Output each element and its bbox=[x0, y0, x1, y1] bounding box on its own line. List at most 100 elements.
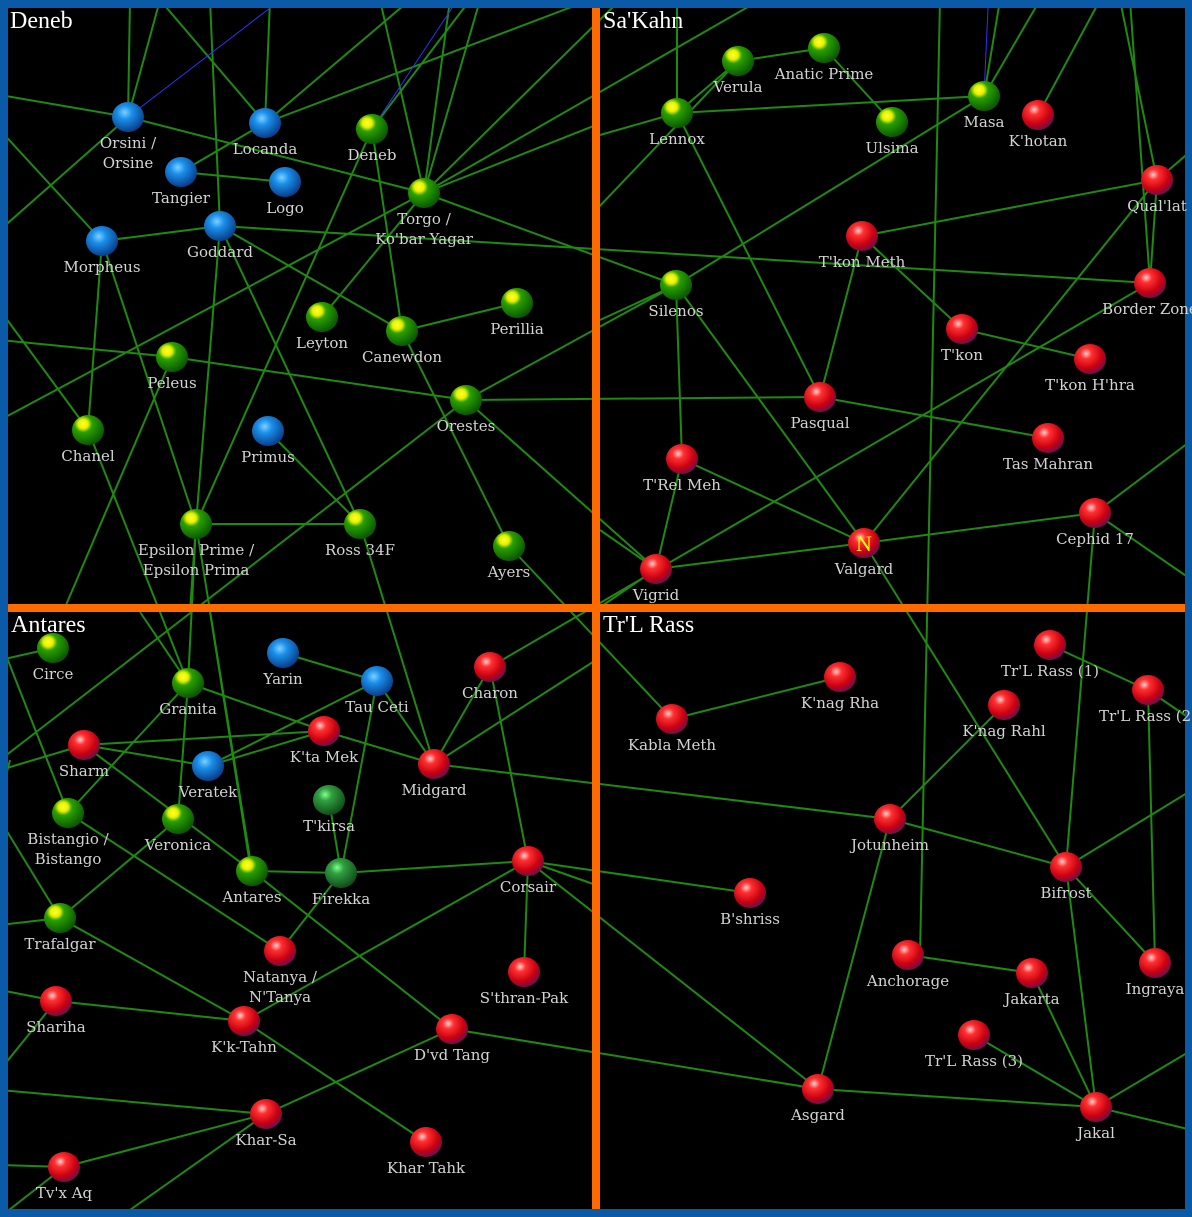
green-sphere-yellow-core-icon[interactable] bbox=[493, 531, 525, 561]
red-sphere-icon[interactable] bbox=[48, 1152, 80, 1182]
green-sphere-yellow-core-icon[interactable] bbox=[172, 668, 204, 698]
red-sphere-icon[interactable] bbox=[410, 1127, 442, 1157]
star-system[interactable]: Canewdon bbox=[362, 316, 442, 366]
red-sphere-icon[interactable] bbox=[656, 704, 688, 734]
red-sphere-icon[interactable] bbox=[892, 940, 924, 970]
blue-sphere-icon[interactable] bbox=[361, 666, 393, 696]
star-system[interactable]: Tr'L Rass (3) bbox=[925, 1020, 1023, 1070]
green-sphere-yellow-core-icon[interactable] bbox=[236, 856, 268, 886]
star-system[interactable]: Morpheus bbox=[63, 226, 141, 276]
star-system[interactable]: Bistangio / Bistango bbox=[27, 798, 110, 868]
green-sphere-yellow-core-icon[interactable] bbox=[180, 509, 212, 539]
star-system[interactable]: T'kon Meth bbox=[819, 221, 906, 271]
star-system[interactable]: Jakarta bbox=[1002, 958, 1060, 1008]
red-sphere-icon[interactable] bbox=[1139, 948, 1171, 978]
star-system[interactable]: Cephid 17 bbox=[1056, 498, 1134, 548]
red-sphere-icon[interactable] bbox=[988, 690, 1020, 720]
green-sphere-yellow-core-icon[interactable] bbox=[808, 33, 840, 63]
green-sphere-yellow-core-icon[interactable] bbox=[501, 288, 533, 318]
star-system[interactable]: D'vd Tang bbox=[414, 1014, 490, 1064]
blue-sphere-icon[interactable] bbox=[165, 157, 197, 187]
green-sphere-yellow-core-icon[interactable] bbox=[876, 107, 908, 137]
red-sphere-icon[interactable] bbox=[804, 382, 836, 412]
star-system[interactable]: Deneb bbox=[347, 114, 397, 164]
star-system[interactable]: Vigrid bbox=[632, 554, 680, 604]
star-system[interactable]: T'kon H'hra bbox=[1045, 344, 1135, 394]
red-sphere-icon[interactable] bbox=[308, 716, 340, 746]
star-system[interactable]: Locanda bbox=[233, 108, 298, 158]
green-sphere-yellow-core-icon[interactable] bbox=[661, 98, 693, 128]
star-system[interactable]: Granita bbox=[159, 668, 217, 718]
star-system[interactable]: S'thran-Pak bbox=[480, 957, 569, 1007]
star-system[interactable]: T'kirsa bbox=[303, 785, 355, 835]
star-system[interactable]: Shariha bbox=[26, 986, 86, 1036]
star-system[interactable]: Epsilon Prime / Epsilon Prima bbox=[138, 509, 255, 579]
star-system[interactable]: Natanya / N'Tanya bbox=[243, 936, 318, 1006]
green-sphere-yellow-core-icon[interactable] bbox=[386, 316, 418, 346]
star-system[interactable]: Masa bbox=[964, 81, 1005, 131]
green-sphere-yellow-core-icon[interactable] bbox=[44, 903, 76, 933]
red-sphere-icon[interactable] bbox=[946, 314, 978, 344]
star-system[interactable]: K'k-Tahn bbox=[211, 1006, 277, 1056]
blue-sphere-icon[interactable] bbox=[249, 108, 281, 138]
star-system[interactable]: Anatic Prime bbox=[774, 33, 874, 83]
star-system[interactable]: Peleus bbox=[147, 342, 197, 392]
star-system[interactable]: Border Zone bbox=[1102, 268, 1192, 318]
star-system[interactable]: Veronica bbox=[144, 804, 211, 854]
star-system[interactable]: Jakal bbox=[1075, 1092, 1115, 1142]
red-sphere-icon[interactable] bbox=[40, 986, 72, 1016]
star-system[interactable]: Midgard bbox=[401, 749, 467, 799]
star-system[interactable]: Orsini / Orsine bbox=[100, 102, 157, 172]
blue-sphere-icon[interactable] bbox=[204, 211, 236, 241]
green-sphere-yellow-core-icon[interactable] bbox=[356, 114, 388, 144]
green-sphere-yellow-core-icon[interactable] bbox=[344, 509, 376, 539]
blue-sphere-icon[interactable] bbox=[269, 167, 301, 197]
star-system[interactable]: Sharm bbox=[59, 730, 109, 780]
star-system[interactable]: Orestes bbox=[437, 385, 496, 435]
star-system[interactable]: Tau Ceti bbox=[345, 666, 409, 716]
star-system[interactable]: Ayers bbox=[487, 531, 530, 581]
green-sphere-yellow-core-icon[interactable] bbox=[162, 804, 194, 834]
star-system[interactable]: Silenos bbox=[648, 270, 704, 320]
blue-sphere-icon[interactable] bbox=[252, 416, 284, 446]
star-system[interactable]: Leyton bbox=[296, 302, 348, 352]
red-sphere-icon[interactable] bbox=[640, 554, 672, 584]
red-sphere-icon[interactable] bbox=[68, 730, 100, 760]
red-sphere-icon[interactable] bbox=[436, 1014, 468, 1044]
green-sphere-yellow-core-icon[interactable] bbox=[52, 798, 84, 828]
red-sphere-icon[interactable] bbox=[508, 957, 540, 987]
green-sphere-yellow-core-icon[interactable] bbox=[722, 46, 754, 76]
star-system[interactable]: K'nag Rahl bbox=[962, 690, 1046, 740]
star-system[interactable]: K'hotan bbox=[1009, 100, 1068, 150]
green-sphere-yellow-core-icon[interactable] bbox=[968, 81, 1000, 111]
green-sphere-yellow-core-icon[interactable] bbox=[408, 178, 440, 208]
star-system[interactable]: Goddard bbox=[187, 211, 253, 261]
blue-sphere-icon[interactable] bbox=[267, 638, 299, 668]
green-sphere-yellow-core-icon[interactable] bbox=[450, 385, 482, 415]
red-sphere-icon[interactable] bbox=[512, 846, 544, 876]
blue-sphere-icon[interactable] bbox=[112, 102, 144, 132]
star-system[interactable]: Yarin bbox=[262, 638, 303, 688]
red-sphere-icon[interactable] bbox=[264, 936, 296, 966]
star-system[interactable]: Ingraya bbox=[1126, 948, 1185, 998]
star-system[interactable]: Tas Mahran bbox=[1003, 423, 1093, 473]
blue-sphere-icon[interactable] bbox=[86, 226, 118, 256]
star-system[interactable]: Veratek bbox=[178, 751, 238, 801]
star-system[interactable]: Torgo / Ko'bar Yagar bbox=[375, 178, 474, 248]
red-sphere-icon[interactable] bbox=[1022, 100, 1054, 130]
star-system[interactable]: N Valgard bbox=[834, 528, 894, 578]
star-system[interactable]: Primus bbox=[241, 416, 295, 466]
red-sphere-icon[interactable] bbox=[1134, 268, 1166, 298]
star-system[interactable]: K'nag Rha bbox=[801, 662, 879, 712]
green-sphere-yellow-core-icon[interactable] bbox=[306, 302, 338, 332]
star-system[interactable]: Ross 34F bbox=[325, 509, 395, 559]
star-system[interactable]: Pasqual bbox=[790, 382, 850, 432]
red-sphere-icon[interactable] bbox=[1074, 344, 1106, 374]
red-sphere-icon[interactable] bbox=[666, 444, 698, 474]
red-sphere-icon[interactable] bbox=[228, 1006, 260, 1036]
star-system[interactable]: Perillia bbox=[490, 288, 544, 338]
green-sphere-yellow-core-icon[interactable] bbox=[37, 633, 69, 663]
blue-sphere-icon[interactable] bbox=[192, 751, 224, 781]
red-sphere-icon[interactable] bbox=[734, 878, 766, 908]
star-system[interactable]: Bifrost bbox=[1040, 852, 1092, 902]
